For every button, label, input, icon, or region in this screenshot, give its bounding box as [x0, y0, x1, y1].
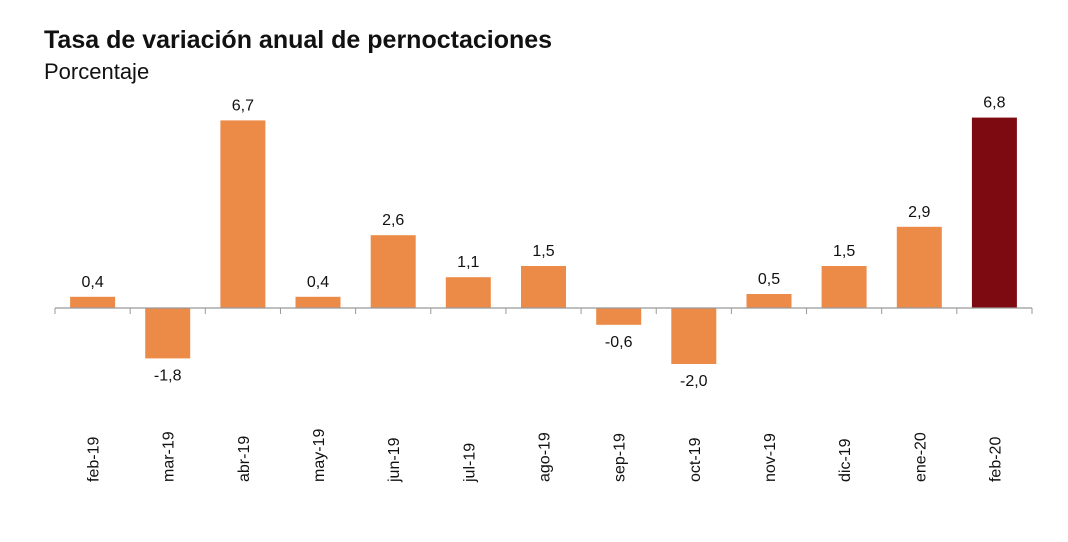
category-label-oct-19: oct-19 [687, 437, 704, 482]
bar-ago-19 [521, 266, 566, 308]
data-label-ago-19: 1,5 [532, 243, 554, 260]
bar-dic-19 [821, 266, 867, 308]
category-label-feb-19: feb-19 [86, 437, 103, 482]
data-label-ene-20: 2,9 [908, 204, 930, 221]
category-label-ago-19: ago-19 [537, 432, 554, 482]
data-label-dic-19: 1,5 [833, 243, 855, 260]
bar-jul-19 [445, 277, 491, 308]
category-label-may-19: may-19 [311, 429, 328, 482]
bar-ene-20 [896, 226, 942, 308]
category-label-ene-20: ene-20 [912, 432, 929, 482]
bar-feb-20 [971, 117, 1017, 308]
bar-may-19 [295, 296, 341, 308]
category-label-nov-19: nov-19 [762, 433, 779, 482]
bar-mar-19 [145, 308, 191, 359]
bar-nov-19 [746, 294, 792, 308]
category-label-jun-19: jun-19 [386, 437, 403, 483]
data-label-may-19: 0,4 [307, 274, 329, 291]
category-label-mar-19: mar-19 [161, 431, 178, 482]
data-label-mar-19: -1,8 [154, 367, 182, 384]
data-label-jul-19: 1,1 [457, 254, 479, 271]
bar-sep-19 [596, 308, 642, 325]
category-label-dic-19: dic-19 [837, 438, 854, 482]
data-label-sep-19: -0,6 [605, 334, 633, 351]
data-label-feb-20: 6,8 [983, 95, 1005, 112]
data-label-feb-19: 0,4 [81, 274, 103, 291]
bar-abr-19 [220, 120, 266, 309]
bar-oct-19 [671, 308, 717, 364]
bar-feb-19 [70, 296, 116, 308]
data-label-oct-19: -2,0 [680, 373, 708, 390]
bar-jun-19 [370, 235, 416, 308]
category-label-feb-20: feb-20 [987, 437, 1004, 482]
category-label-jul-19: jul-19 [461, 443, 478, 483]
category-label-abr-19: abr-19 [236, 436, 253, 482]
data-label-jun-19: 2,6 [382, 212, 404, 229]
data-label-nov-19: 0,5 [758, 271, 780, 288]
chart-title: Tasa de variación anual de pernoctacione… [44, 26, 553, 54]
data-label-abr-19: 6,7 [232, 97, 254, 114]
category-label-sep-19: sep-19 [612, 433, 629, 482]
chart-subtitle: Porcentaje [44, 59, 150, 84]
